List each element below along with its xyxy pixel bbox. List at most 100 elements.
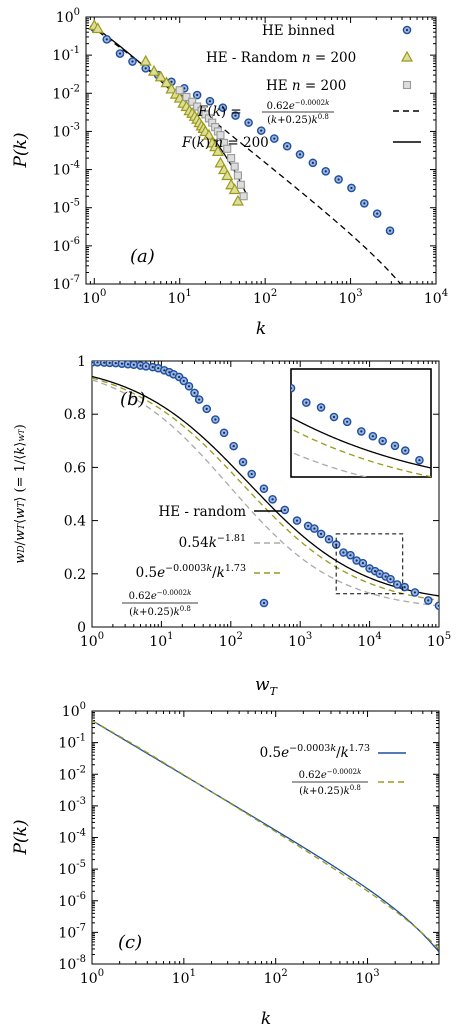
data-point-circle-dot [221, 106, 224, 109]
chart-panel-c: 100 101 102 103 100 10-1 10-2 10-3 10-4 10-5 10-6 1… [11, 701, 440, 1029]
inset-curve-gray [291, 451, 369, 477]
data-point-dot [163, 369, 166, 372]
data-point-dot [157, 367, 160, 370]
curve-he-random [92, 375, 439, 597]
y-axis-label: P(k) [11, 819, 31, 855]
x-tick-label: 101 [149, 631, 173, 650]
data-point-circle-dot [350, 186, 353, 190]
svg-text:(k+0.25)k0.8: (k+0.25)k0.8 [129, 605, 191, 618]
inset-data-point-dot [393, 444, 397, 447]
data-point-circle-dot [388, 229, 392, 232]
inset-data-point-dot [332, 415, 336, 419]
data-point-circle-dot [196, 93, 199, 97]
y-tick-label: 10-5 [52, 198, 80, 217]
x-axis-label: wT [255, 675, 279, 698]
data-point-dot [151, 366, 154, 369]
legend-power-label: 0.54k−1.81 [179, 533, 246, 551]
data-point-dot [262, 487, 266, 490]
data-point-square [182, 92, 191, 102]
inset-data-point-dot [404, 449, 407, 452]
inset-data-point [291, 383, 296, 393]
legend-fk-label: F(k) = [197, 104, 242, 120]
data-point-dot [172, 373, 175, 376]
y-tick-label: 10-3 [52, 121, 80, 140]
plot-area [92, 361, 439, 611]
data-point-dot [413, 591, 417, 594]
data-point-square [236, 180, 245, 189]
data-point-circle-dot [324, 170, 327, 173]
data-point-circle-dot [105, 38, 108, 41]
data-point-square [227, 154, 236, 163]
plot-area [88, 19, 402, 284]
data-point-dot [373, 570, 377, 573]
svg-text:0.62e−0.0002k: 0.62e−0.0002k [129, 589, 192, 602]
data-point-circle-dot [118, 52, 122, 55]
inset-data-point-dot [319, 406, 323, 409]
x-tick-label: 100 [80, 631, 104, 650]
data-point-square [230, 162, 239, 171]
data-point-dot [182, 379, 185, 383]
data-point-dot [427, 599, 430, 602]
legend: HE binned HE - Random n = 200 HE n = 200 F(… [181, 23, 421, 151]
legend-he-binned-label: HE binned [262, 23, 335, 39]
data-point-triangle [139, 54, 152, 66]
data-point-square [175, 86, 184, 95]
chart-panel-b: 100 101 102 103 104 105 0 0.2 0.4 0.6 0.8 1 HE - ran… [13, 354, 451, 698]
data-point-dot [103, 361, 106, 364]
y-tick-label: 0 [77, 620, 86, 636]
data-point-circle-dot [131, 60, 134, 63]
legend: HE - random 0.54k−1.81 0.5e−0.0003k/k1.73 0… [122, 504, 282, 618]
curve-power-law [92, 379, 439, 607]
legend-fk-marker-dot [262, 601, 266, 605]
y-tick-label: 10-5 [58, 859, 86, 878]
x-tick-label: 102 [264, 968, 288, 987]
x-tick-label: 104 [357, 631, 381, 650]
data-point-dot [384, 575, 387, 578]
data-point-dot [222, 431, 226, 434]
legend-fk-formula: 0.62e−0.0002k(k+0.25)k0.8 [292, 768, 368, 797]
y-tick-label: 10-4 [52, 160, 80, 179]
svg-text:(k+0.25)k0.8: (k+0.25)k0.8 [299, 784, 361, 797]
curve-exp-power [92, 377, 439, 601]
data-point-circle-dot [170, 80, 173, 83]
svg-text:0.62e−0.0002k: 0.62e−0.0002k [267, 99, 330, 112]
data-point-dot [355, 559, 358, 562]
data-point-dot [139, 364, 142, 367]
data-point-circle-dot [298, 153, 302, 156]
y-axis-label: P(k) [11, 132, 31, 168]
legend-exp-label: 0.5e−0.0003k/k1.73 [260, 743, 370, 761]
plot-area [92, 719, 439, 953]
data-point-circle-dot [337, 178, 340, 181]
data-point-dot [396, 583, 399, 586]
inset-data-point-dot [381, 439, 384, 443]
inset-data-point-dot [360, 430, 363, 433]
data-point-dot [198, 398, 201, 401]
y-tick-label: 0.2 [64, 567, 86, 583]
legend-fk-formula: 0.62e−0.0002k(k+0.25)k0.8 [262, 99, 334, 126]
data-point-dot [178, 375, 181, 379]
data-point-circle-dot [260, 129, 263, 132]
data-point-dot [92, 361, 94, 364]
inset-data-point-dot [305, 401, 308, 404]
data-point-dot [283, 508, 286, 512]
y-tick-label: 10-7 [52, 274, 80, 293]
data-point-dot [144, 365, 148, 368]
data-point-dot [319, 532, 323, 536]
data-point-dot [271, 498, 274, 501]
data-point-triangle [231, 194, 244, 206]
inset-data-point-dot [291, 387, 293, 390]
inset-curve-black [291, 416, 431, 469]
data-point-square [233, 171, 242, 180]
y-tick-label: 1 [77, 354, 86, 370]
x-tick-label: 103 [288, 631, 312, 650]
data-point-dot [361, 562, 364, 565]
inset-data-point-dot [346, 420, 349, 423]
x-tick-label: 103 [355, 968, 379, 987]
y-tick-label: 10-3 [58, 796, 86, 815]
data-point-circle-dot [144, 67, 147, 70]
x-axis-label: k [261, 1009, 271, 1029]
data-point-square [239, 192, 248, 201]
legend-he-random-marker [400, 50, 414, 62]
data-point-dot [132, 363, 135, 366]
